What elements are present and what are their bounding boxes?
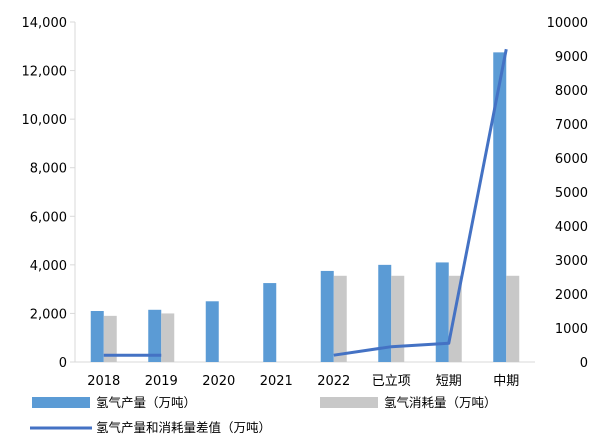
- left-y-tick-label: 6,000: [30, 210, 67, 225]
- consumption-bar-2019: [161, 313, 175, 362]
- x-category-label-中期: 中期: [493, 374, 519, 389]
- legend-item-consumption: 氢气消耗量（万吨）: [320, 395, 497, 410]
- right-y-axis-ticks: 0 1000 2000 3000 4000 5000 6000 7000 8000 9000 100…: [547, 16, 588, 371]
- legend-item-difference: 氢气产量和消耗量差值（万吨）: [30, 420, 271, 435]
- right-y-tick-label: 0: [580, 356, 588, 371]
- consumption-bar-2022: [333, 275, 347, 362]
- x-category-label-2018: 2018: [87, 374, 120, 389]
- left-y-tick-label: 4,000: [30, 259, 67, 274]
- x-axis-category-labels: 2018 2019 2020 2021 2022 已立项 短期 中期: [87, 374, 519, 389]
- left-y-tick-label: 12,000: [22, 65, 68, 80]
- right-y-tick-label: 3000: [555, 254, 588, 269]
- legend-item-production: 氢气产量（万吨）: [32, 395, 196, 410]
- production-bar-已立项: [378, 264, 392, 362]
- x-category-label-2019: 2019: [145, 374, 178, 389]
- bar-marks: [90, 52, 520, 362]
- legend-label-consumption: 氢气消耗量（万吨）: [384, 395, 497, 410]
- production-bar-2020: [205, 301, 219, 362]
- right-y-tick-label: 6000: [555, 152, 588, 167]
- production-bar-2018: [90, 311, 104, 362]
- production-bar-短期: [435, 262, 449, 362]
- right-y-tick-label: 7000: [555, 118, 588, 133]
- consumption-bar-中期: [506, 275, 520, 362]
- line-marks: [103, 48, 508, 357]
- consumption-bar-已立项: [391, 275, 405, 362]
- production-bar-2022: [320, 270, 334, 362]
- x-category-label-2021: 2021: [260, 374, 293, 389]
- left-y-tick-label: 2,000: [30, 307, 67, 322]
- right-y-tick-label: 5000: [555, 186, 588, 201]
- production-bar-2021: [263, 283, 277, 362]
- legend-swatch-production: [32, 397, 90, 408]
- production-bar-2019: [148, 309, 162, 362]
- left-y-tick-label: 10,000: [22, 113, 68, 128]
- left-y-tick-label: 0: [59, 356, 67, 371]
- right-y-tick-label: 10000: [547, 16, 588, 31]
- left-y-axis-ticks: 0 2,000 4,000 6,000 8,000 10,000 12,000 14,000: [22, 16, 75, 371]
- right-y-tick-label: 9000: [555, 50, 588, 65]
- x-category-label-短期: 短期: [436, 374, 462, 389]
- right-y-tick-label: 8000: [555, 84, 588, 99]
- difference-line-segment-1: [333, 48, 508, 357]
- legend-swatch-consumption: [320, 397, 378, 408]
- legend-label-production: 氢气产量（万吨）: [96, 395, 196, 410]
- legend-label-difference: 氢气产量和消耗量差值（万吨）: [96, 420, 271, 435]
- legend: 氢气产量（万吨） 氢气消耗量（万吨） 氢气产量和消耗量差值（万吨）: [30, 395, 497, 435]
- production-bar-中期: [493, 52, 507, 362]
- x-category-label-已立项: 已立项: [372, 374, 411, 389]
- left-y-tick-label: 8,000: [30, 162, 67, 177]
- right-y-tick-label: 1000: [555, 322, 588, 337]
- right-y-tick-label: 2000: [555, 288, 588, 303]
- left-y-tick-label: 14,000: [22, 16, 68, 31]
- consumption-bar-2018: [103, 315, 117, 362]
- x-category-label-2020: 2020: [202, 374, 235, 389]
- right-y-tick-label: 4000: [555, 220, 588, 235]
- x-category-label-2022: 2022: [317, 374, 350, 389]
